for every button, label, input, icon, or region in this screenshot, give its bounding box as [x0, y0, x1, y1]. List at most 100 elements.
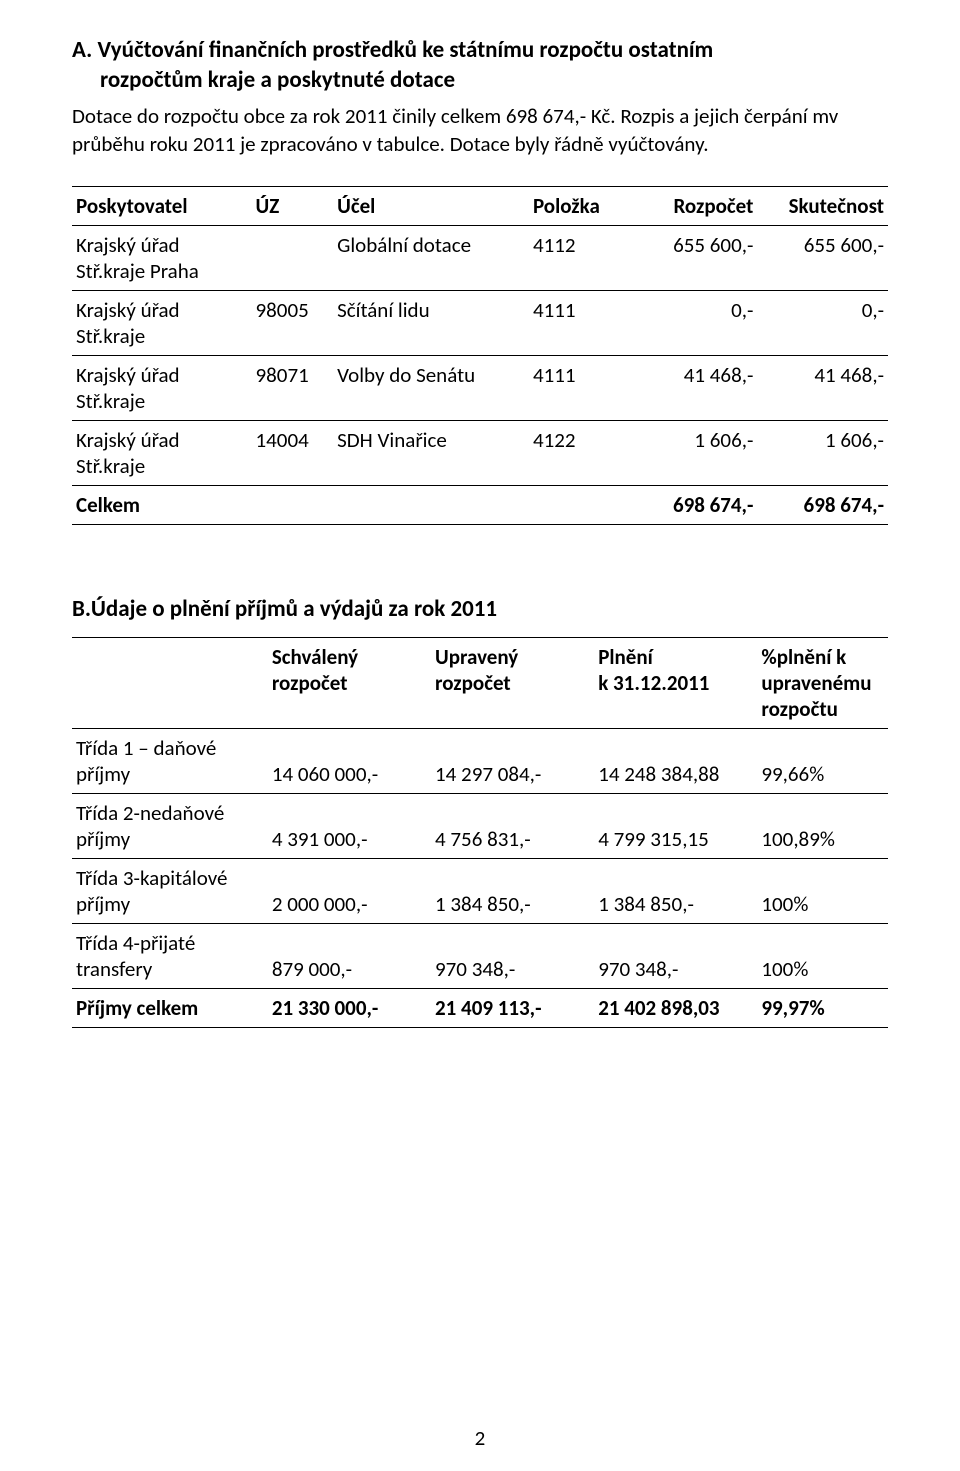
table-providers: Poskytovatel ÚZ Účel Položka Rozpočet Sk…	[72, 187, 888, 525]
table2-r0-c4: 14 248 384,88	[594, 729, 757, 793]
table2-r2-c4: 1 384 850,-	[594, 859, 757, 923]
table1-r0-c6: 655 600,-	[757, 226, 888, 290]
table2-r1-c2: 4 391 000,-	[268, 794, 431, 858]
table1-h1: Poskytovatel	[72, 187, 252, 225]
table1-r3-c2: 14004	[252, 421, 334, 485]
table1-r0-c1b: Stř.kraje Praha	[76, 258, 199, 284]
table2-row: Třída 1 – daňové příjmy 14 060 000,- 14 …	[72, 729, 888, 793]
table1-r0-c1a: Krajský úřad	[76, 232, 180, 258]
table2-r3-c3: 970 348,-	[431, 924, 594, 988]
table1-h3: Účel	[333, 187, 529, 225]
table1-row: Krajský úřad Stř.kraje 98005 Sčítání lid…	[72, 291, 888, 355]
table2-r0-lb: příjmy	[76, 761, 130, 787]
table1-r2-c2: 98071	[252, 356, 334, 420]
table2-row: Třída 4-přijaté transfery 879 000,- 970 …	[72, 924, 888, 988]
page: A. Vyúčtování finančních prostředků ke s…	[0, 0, 960, 1471]
table1-r3-c4: 4122	[529, 421, 627, 485]
table1-r1-c1b: Stř.kraje	[76, 323, 145, 349]
table2-r3-c4: 970 348,-	[594, 924, 757, 988]
table2-r1-la: Třída 2-nedaňové	[76, 800, 224, 826]
table1-total-label: Celkem	[72, 486, 252, 524]
table1-r2-c1: Krajský úřad Stř.kraje	[72, 356, 252, 420]
table2-total-c2: 21 330 000,-	[268, 989, 431, 1027]
table1-row: Krajský úřad Stř.kraje 14004 SDH Vinařic…	[72, 421, 888, 485]
table1-r3-c5: 1 606,-	[627, 421, 758, 485]
table2-h0	[72, 638, 268, 728]
table1-r3-c3: SDH Vinařice	[333, 421, 529, 485]
table1-r1-c1: Krajský úřad Stř.kraje	[72, 291, 252, 355]
table1-r2-c4: 4111	[529, 356, 627, 420]
table2-h2b: rozpočet	[435, 670, 511, 696]
table1-r3-c1b: Stř.kraje	[76, 453, 145, 479]
table2-r1-label: Třída 2-nedaňové příjmy	[72, 794, 268, 858]
table2-h3a: Plnění	[598, 644, 653, 670]
table1-r2-c1a: Krajský úřad	[76, 362, 180, 388]
table2-r3-c5: 100%	[757, 924, 888, 988]
table2-r0-c2: 14 060 000,-	[268, 729, 431, 793]
section-a-heading-line1: A. Vyúčtování finančních prostředků ke s…	[72, 36, 713, 64]
table1-r2-c3: Volby do Senátu	[333, 356, 529, 420]
table2-h2: Upravený rozpočet	[431, 638, 594, 728]
table2-r3-label: Třída 4-přijaté transfery	[72, 924, 268, 988]
table2-total-c5: 99,97%	[757, 989, 888, 1027]
table1-h2: ÚZ	[252, 187, 334, 225]
table2-r0-label: Třída 1 – daňové příjmy	[72, 729, 268, 793]
section-a-paragraph: Dotace do rozpočtu obce za rok 2011 čini…	[72, 102, 888, 159]
table1-h6: Skutečnost	[757, 187, 888, 225]
table2-r2-lb: příjmy	[76, 891, 130, 917]
table2-r1-c3: 4 756 831,-	[431, 794, 594, 858]
table2-total-label: Příjmy celkem	[72, 989, 268, 1027]
table2-total-c3: 21 409 113,-	[431, 989, 594, 1027]
table2-h3b: k 31.12.2011	[598, 670, 709, 696]
table1-r3-c1a: Krajský úřad	[76, 427, 180, 453]
table1-h5: Rozpočet	[627, 187, 758, 225]
table1-r1-c5: 0,-	[627, 291, 758, 355]
table2-row: Třída 2-nedaňové příjmy 4 391 000,- 4 75…	[72, 794, 888, 858]
table1-r0-c1: Krajský úřad Stř.kraje Praha	[72, 226, 252, 290]
table2-r1-c4: 4 799 315,15	[594, 794, 757, 858]
table1-r1-c1a: Krajský úřad	[76, 297, 180, 323]
table2-h1a: Schválený	[272, 644, 358, 670]
table1-row: Krajský úřad Stř.kraje Praha Globální do…	[72, 226, 888, 290]
table2-header-row: Schválený rozpočet Upravený rozpočet Pln…	[72, 638, 888, 728]
table1-header-row: Poskytovatel ÚZ Účel Položka Rozpočet Sk…	[72, 187, 888, 225]
table2-r0-c5: 99,66%	[757, 729, 888, 793]
table2-h1: Schválený rozpočet	[268, 638, 431, 728]
table1-row: Krajský úřad Stř.kraje 98071 Volby do Se…	[72, 356, 888, 420]
table1-total-c6: 698 674,-	[757, 486, 888, 524]
table1-r2-c5: 41 468,-	[627, 356, 758, 420]
table2-row: Třída 3-kapitálové příjmy 2 000 000,- 1 …	[72, 859, 888, 923]
table1-r0-c4: 4112	[529, 226, 627, 290]
table1-total-row: Celkem 698 674,- 698 674,-	[72, 486, 888, 524]
table2-h2a: Upravený	[435, 644, 518, 670]
table2-r2-la: Třída 3-kapitálové	[76, 865, 227, 891]
table2-r3-la: Třída 4-přijaté	[76, 930, 195, 956]
table2-h4: %plnění k upravenému rozpočtu	[757, 638, 888, 728]
table1-r3-c1: Krajský úřad Stř.kraje	[72, 421, 252, 485]
table2-r1-lb: příjmy	[76, 826, 130, 852]
page-number: 2	[0, 1425, 960, 1451]
table2-h3: Plnění k 31.12.2011	[594, 638, 757, 728]
table2-h4a: %plnění k upravenému	[761, 644, 871, 696]
table2-h1b: rozpočet	[272, 670, 348, 696]
table1-r1-c4: 4111	[529, 291, 627, 355]
table2-r0-la: Třída 1 – daňové	[76, 735, 216, 761]
table1-r2-c6: 41 468,-	[757, 356, 888, 420]
section-b-heading: B.Údaje o plnění příjmů a výdajů za rok …	[72, 595, 888, 623]
table2-h4b: rozpočtu	[761, 696, 838, 722]
table-budget: Schválený rozpočet Upravený rozpočet Pln…	[72, 638, 888, 1028]
table1-r3-c6: 1 606,-	[757, 421, 888, 485]
table2-r2-c2: 2 000 000,-	[268, 859, 431, 923]
table2-r3-c2: 879 000,-	[268, 924, 431, 988]
table2-total-row: Příjmy celkem 21 330 000,- 21 409 113,- …	[72, 989, 888, 1027]
table1-r2-c1b: Stř.kraje	[76, 388, 145, 414]
table2-r0-c3: 14 297 084,-	[431, 729, 594, 793]
table2-r2-c3: 1 384 850,-	[431, 859, 594, 923]
table2-r2-c5: 100%	[757, 859, 888, 923]
table2-r3-lb: transfery	[76, 956, 152, 982]
section-a-heading: A. Vyúčtování finančních prostředků ke s…	[72, 36, 888, 96]
table1-total-c5: 698 674,-	[627, 486, 758, 524]
table2-r1-c5: 100,89%	[757, 794, 888, 858]
table1-h4: Položka	[529, 187, 627, 225]
table1-r1-c2: 98005	[252, 291, 334, 355]
